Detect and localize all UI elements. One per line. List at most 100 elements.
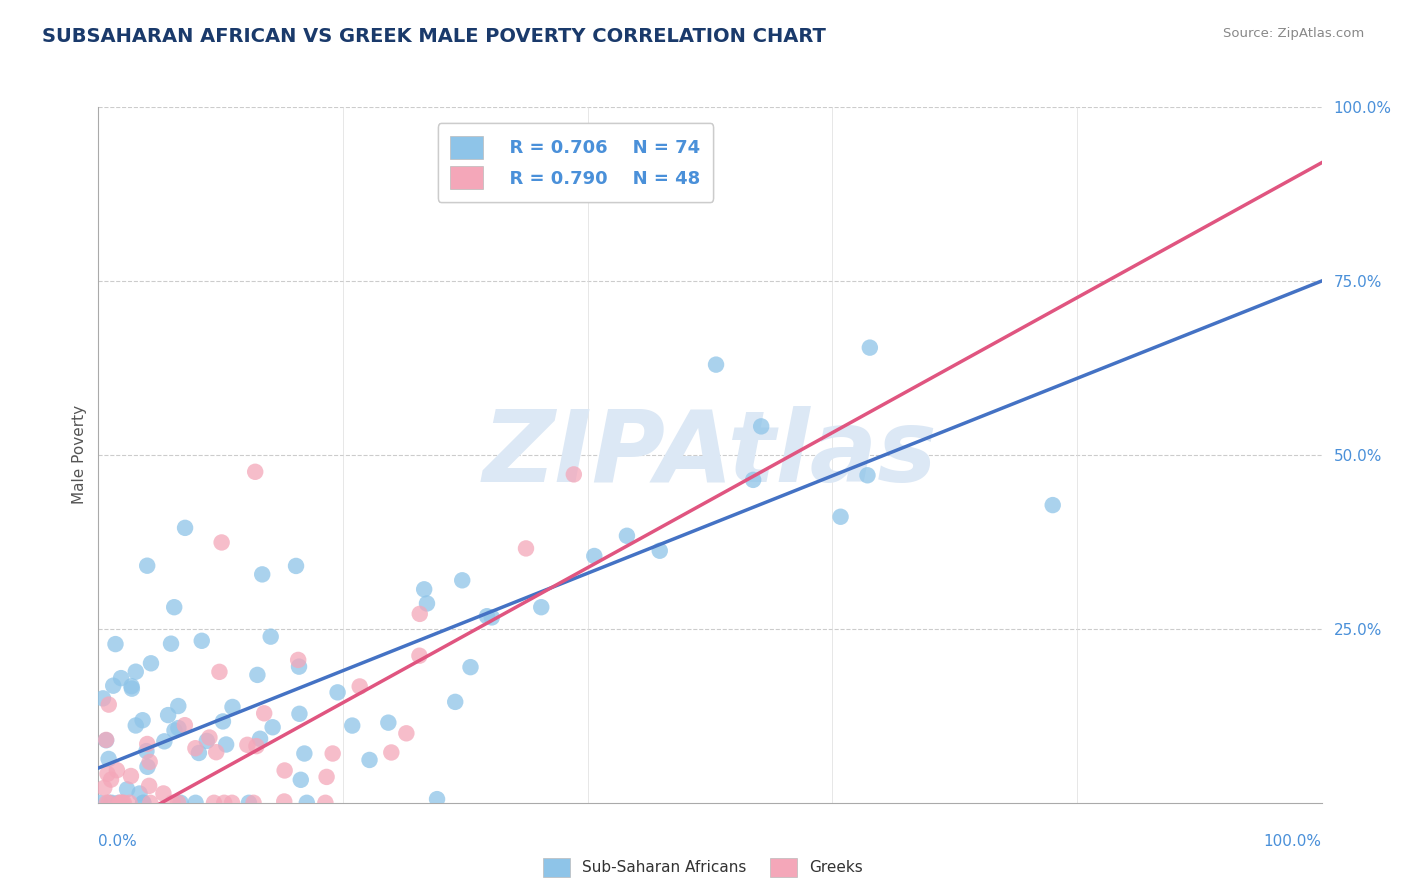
Point	[742, 473, 765, 487]
Point	[136, 760, 159, 774]
Point	[245, 465, 267, 479]
Point	[160, 637, 183, 651]
Point	[91, 691, 114, 706]
Point	[190, 633, 212, 648]
Point	[108, 796, 131, 810]
Point	[249, 731, 271, 746]
Point	[215, 738, 238, 752]
Point	[616, 529, 638, 543]
Point	[530, 600, 553, 615]
Point	[260, 630, 283, 644]
Legend:   R = 0.706    N = 74,   R = 0.790    N = 48: R = 0.706 N = 74, R = 0.790 N = 48	[437, 123, 713, 202]
Point	[120, 769, 142, 783]
Point	[121, 679, 143, 693]
Point	[416, 597, 439, 611]
Point	[704, 358, 727, 372]
Text: Source: ZipAtlas.com: Source: ZipAtlas.com	[1223, 27, 1364, 40]
Point	[162, 796, 184, 810]
Point	[108, 796, 131, 810]
Point	[97, 796, 120, 810]
Point	[184, 741, 207, 756]
Point	[135, 744, 157, 758]
Text: ZIPAtlas: ZIPAtlas	[482, 407, 938, 503]
Point	[138, 779, 160, 793]
Point	[169, 796, 191, 810]
Point	[273, 795, 295, 809]
Point	[315, 770, 337, 784]
Point	[167, 721, 190, 735]
Point	[292, 747, 315, 761]
Point	[326, 685, 349, 699]
Point	[195, 734, 218, 748]
Point	[94, 732, 117, 747]
Point	[349, 680, 371, 694]
Point	[221, 796, 243, 810]
Point	[132, 796, 155, 810]
Point	[288, 659, 311, 673]
Point	[285, 558, 308, 573]
Point	[460, 660, 482, 674]
Point	[96, 796, 118, 810]
Point	[115, 782, 138, 797]
Point	[138, 755, 160, 769]
Point	[262, 720, 284, 734]
Point	[253, 706, 276, 721]
Point	[100, 796, 122, 810]
Point	[157, 708, 180, 723]
Point	[648, 543, 671, 558]
Point	[359, 753, 381, 767]
Point	[408, 648, 430, 663]
Point	[139, 657, 162, 671]
Point	[198, 731, 221, 745]
Point	[136, 737, 159, 751]
Point	[208, 665, 231, 679]
Point	[100, 772, 122, 787]
Point	[139, 796, 162, 810]
Point	[859, 341, 882, 355]
Legend: Sub-Saharan Africans, Greeks: Sub-Saharan Africans, Greeks	[536, 850, 870, 884]
Point	[562, 467, 585, 482]
Point	[290, 772, 312, 787]
Point	[444, 695, 467, 709]
Point	[475, 609, 498, 624]
Point	[211, 535, 233, 549]
Point	[212, 796, 235, 810]
Point	[167, 796, 190, 810]
Point	[110, 796, 132, 810]
Point	[380, 746, 402, 760]
Point	[273, 764, 295, 778]
Point	[152, 787, 174, 801]
Point	[105, 763, 128, 777]
Point	[174, 521, 197, 535]
Point	[515, 541, 537, 556]
Point	[238, 796, 260, 810]
Point	[128, 787, 150, 801]
Point	[136, 558, 159, 573]
Point	[187, 746, 209, 760]
Point	[153, 734, 176, 748]
Point	[287, 653, 309, 667]
Point	[96, 767, 118, 781]
Point	[377, 715, 399, 730]
Y-axis label: Male Poverty: Male Poverty	[72, 405, 87, 505]
Point	[314, 796, 336, 810]
Point	[236, 738, 259, 752]
Point	[110, 671, 132, 685]
Point	[481, 610, 503, 624]
Point	[322, 747, 344, 761]
Point	[89, 796, 111, 810]
Point	[395, 726, 418, 740]
Point	[94, 733, 117, 747]
Point	[295, 796, 318, 810]
Point	[246, 668, 269, 682]
Point	[125, 665, 148, 679]
Point	[245, 739, 267, 753]
Point	[131, 713, 153, 727]
Point	[163, 723, 186, 738]
Text: 0.0%: 0.0%	[98, 834, 138, 849]
Point	[583, 549, 606, 563]
Point	[409, 607, 432, 621]
Point	[205, 745, 228, 759]
Point	[163, 600, 186, 615]
Point	[749, 419, 772, 434]
